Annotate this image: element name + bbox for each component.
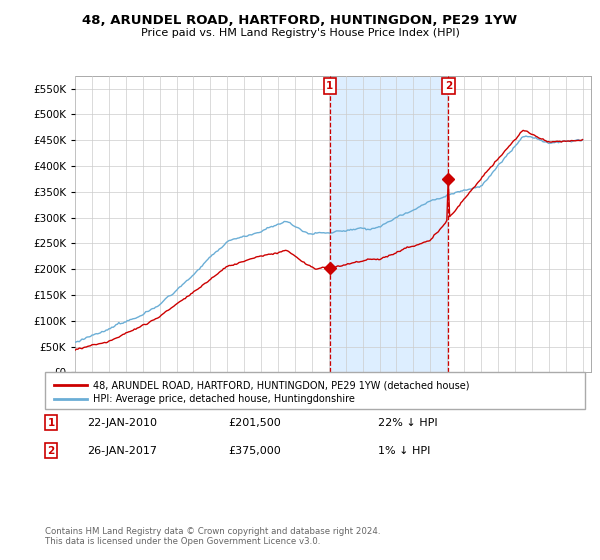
Text: £375,000: £375,000 (228, 446, 281, 456)
Bar (330, 76, 448, 372)
Text: 22-JAN-2010: 22-JAN-2010 (87, 418, 157, 428)
FancyBboxPatch shape (48, 378, 582, 389)
Text: 26-JAN-2017: 26-JAN-2017 (87, 446, 157, 456)
Text: 2: 2 (47, 446, 55, 456)
Text: 48, ARUNDEL ROAD, HARTFORD, HUNTINGDON, PE29 1YW (detached house): 48, ARUNDEL ROAD, HARTFORD, HUNTINGDON, … (93, 380, 470, 390)
Text: 48, ARUNDEL ROAD, HARTFORD, HUNTINGDON, PE29 1YW: 48, ARUNDEL ROAD, HARTFORD, HUNTINGDON, … (82, 14, 518, 27)
Text: Contains HM Land Registry data © Crown copyright and database right 2024.
This d: Contains HM Land Registry data © Crown c… (45, 526, 380, 546)
Text: HPI: Average price, detached house, Huntingdonshire: HPI: Average price, detached house, Hunt… (93, 394, 355, 404)
Text: 1: 1 (326, 81, 334, 91)
Text: 1: 1 (47, 418, 55, 428)
Text: £201,500: £201,500 (228, 418, 281, 428)
Text: 1% ↓ HPI: 1% ↓ HPI (378, 446, 430, 456)
Text: 2: 2 (445, 81, 452, 91)
Text: Price paid vs. HM Land Registry's House Price Index (HPI): Price paid vs. HM Land Registry's House … (140, 28, 460, 38)
Text: 22% ↓ HPI: 22% ↓ HPI (378, 418, 437, 428)
